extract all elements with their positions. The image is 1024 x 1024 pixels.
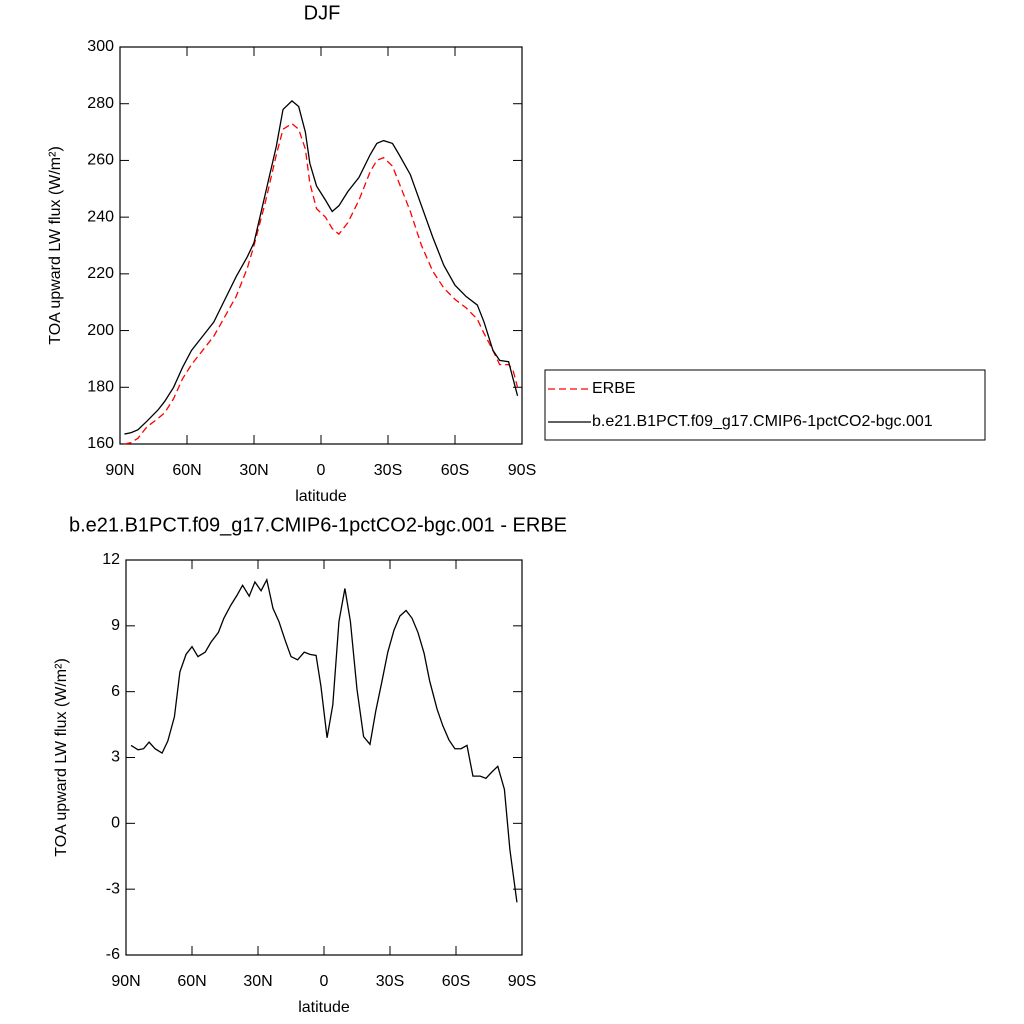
x-tick-label: 0 (320, 973, 329, 990)
x-tick-label: 0 (317, 462, 326, 479)
plot-frame (119, 46, 523, 445)
y-tick-label: -3 (106, 880, 120, 897)
x-axis-label: latitude (298, 999, 350, 1016)
legend-box (544, 369, 986, 441)
chart-title: DJF (304, 2, 341, 24)
y-tick-label: 9 (111, 617, 120, 634)
y-tick-label: -6 (106, 946, 120, 963)
y-tick-label: 6 (111, 683, 120, 700)
y-tick-label: 0 (111, 815, 120, 832)
y-axis-label: TOA upward LW flux (W/m²) (47, 146, 64, 345)
data-line (124, 122, 519, 445)
y-tick-label: 160 (87, 435, 114, 452)
x-tick-label: 90S (508, 973, 536, 990)
legend-label: ERBE (592, 380, 636, 397)
y-tick-label: 3 (111, 749, 120, 766)
data-line (124, 100, 519, 435)
y-tick-label: 200 (87, 322, 114, 339)
x-tick-label: 90S (508, 462, 536, 479)
y-tick-label: 180 (87, 379, 114, 396)
x-axis-label: latitude (295, 488, 347, 505)
y-tick-label: 220 (87, 265, 114, 282)
y-tick-label: 12 (102, 551, 120, 568)
legend-label: b.e21.B1PCT.f09_g17.CMIP6-1pctCO2-bgc.00… (592, 413, 933, 430)
x-tick-label: 30N (239, 462, 268, 479)
plot-frame (125, 559, 523, 956)
x-tick-label: 30S (376, 973, 404, 990)
y-tick-label: 280 (87, 95, 114, 112)
y-axis-label: TOA upward LW flux (W/m²) (53, 658, 70, 857)
chart-title: b.e21.B1PCT.f09_g17.CMIP6-1pctCO2-bgc.00… (69, 514, 567, 536)
data-line (130, 577, 518, 903)
y-tick-label: 300 (87, 38, 114, 55)
x-tick-label: 60N (177, 973, 206, 990)
x-tick-label: 60S (441, 462, 469, 479)
x-tick-label: 30S (374, 462, 402, 479)
y-tick-label: 240 (87, 208, 114, 225)
x-tick-label: 60N (172, 462, 201, 479)
y-tick-label: 260 (87, 152, 114, 169)
x-tick-label: 30N (243, 973, 272, 990)
x-tick-label: 90N (105, 462, 134, 479)
x-tick-label: 60S (442, 973, 470, 990)
x-tick-label: 90N (111, 973, 140, 990)
